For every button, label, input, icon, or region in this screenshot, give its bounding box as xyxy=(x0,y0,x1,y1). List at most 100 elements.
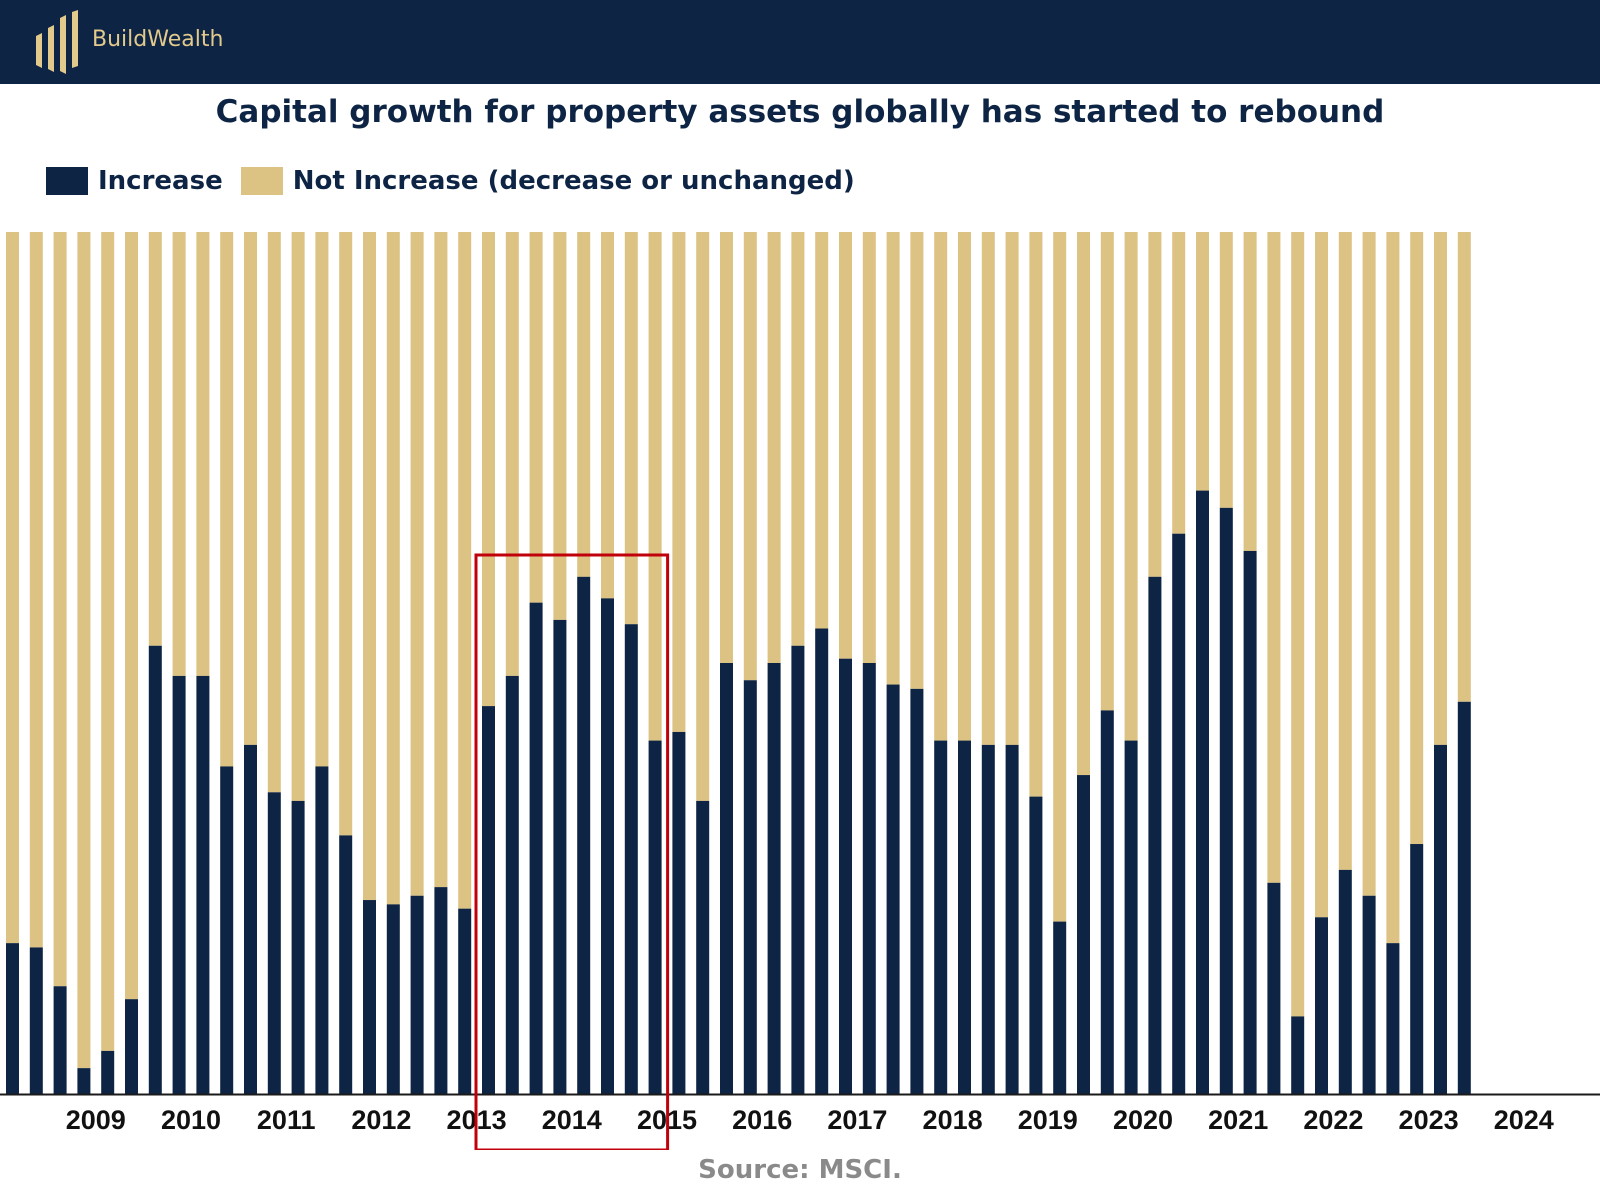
brand-name: BuildWealth xyxy=(92,27,224,52)
bar-not-increase-59 xyxy=(1410,232,1424,845)
bar-increase-1 xyxy=(29,947,43,1094)
x-tick-label-2012: 2012 xyxy=(351,1105,411,1135)
bar-increase-2 xyxy=(53,986,67,1094)
bar-increase-30 xyxy=(720,663,733,1094)
bar-increase-43 xyxy=(1029,796,1043,1094)
bar-not-increase-0 xyxy=(6,232,19,944)
bar-not-increase-41 xyxy=(981,232,995,745)
bar-not-increase-1 xyxy=(29,232,43,948)
bar-not-increase-56 xyxy=(1338,232,1352,870)
bar-increase-36 xyxy=(862,663,876,1094)
bar-not-increase-7 xyxy=(172,232,186,676)
bar-increase-37 xyxy=(886,684,900,1094)
legend-swatch-not-increase xyxy=(240,167,283,195)
bar-not-increase-43 xyxy=(1029,232,1043,797)
bar-not-increase-3 xyxy=(77,232,91,1069)
bar-not-increase-9 xyxy=(220,232,234,767)
bar-increase-13 xyxy=(315,766,329,1094)
bar-increase-26 xyxy=(624,624,638,1094)
bar-increase-9 xyxy=(220,766,234,1094)
bar-not-increase-34 xyxy=(815,232,829,629)
legend-label-increase: Increase xyxy=(98,166,223,196)
bar-increase-47 xyxy=(1124,740,1138,1094)
bar-increase-22 xyxy=(529,602,543,1094)
x-tick-label-2023: 2023 xyxy=(1399,1105,1459,1135)
bar-not-increase-39 xyxy=(934,232,948,741)
x-tick-label-2010: 2010 xyxy=(161,1105,221,1135)
bar-not-increase-50 xyxy=(1196,232,1209,491)
bar-increase-15 xyxy=(363,900,376,1094)
bar-increase-50 xyxy=(1196,490,1209,1095)
bar-not-increase-17 xyxy=(410,232,424,896)
bar-increase-29 xyxy=(696,800,710,1094)
bar-increase-19 xyxy=(458,908,472,1094)
bar-not-increase-49 xyxy=(1172,232,1186,534)
bar-increase-35 xyxy=(839,658,852,1094)
bar-not-increase-31 xyxy=(743,232,757,681)
bar-not-increase-42 xyxy=(1005,232,1019,745)
bar-not-increase-54 xyxy=(1291,232,1305,1017)
x-tick-label-2016: 2016 xyxy=(732,1105,792,1135)
bar-not-increase-40 xyxy=(958,232,971,741)
bar-not-increase-26 xyxy=(624,232,638,625)
bar-increase-59 xyxy=(1410,844,1424,1094)
bar-not-increase-13 xyxy=(315,232,329,767)
bar-increase-0 xyxy=(6,943,19,1094)
bar-increase-20 xyxy=(482,706,495,1094)
bar-not-increase-19 xyxy=(458,232,472,909)
x-tick-label-2018: 2018 xyxy=(923,1105,983,1135)
bar-increase-60 xyxy=(1434,744,1447,1094)
bar-increase-27 xyxy=(648,740,662,1094)
bar-not-increase-58 xyxy=(1386,232,1400,944)
bar-not-increase-21 xyxy=(505,232,519,676)
bar-increase-6 xyxy=(148,645,162,1094)
bar-increase-48 xyxy=(1148,576,1162,1094)
bar-not-increase-32 xyxy=(767,232,781,663)
bar-increase-17 xyxy=(410,895,424,1094)
legend-item-not-increase: Not Increase (decrease or unchanged) xyxy=(240,166,855,196)
bar-not-increase-11 xyxy=(267,232,281,793)
bar-not-increase-18 xyxy=(434,232,448,888)
bar-increase-25 xyxy=(601,598,614,1094)
chart-title: Capital growth for property assets globa… xyxy=(215,94,1385,130)
bar-not-increase-60 xyxy=(1434,232,1447,745)
bar-increase-18 xyxy=(434,887,448,1094)
bar-increase-24 xyxy=(577,576,591,1094)
bar-not-increase-20 xyxy=(482,232,495,707)
bar-increase-46 xyxy=(1100,710,1114,1094)
bar-increase-39 xyxy=(934,740,948,1094)
x-tick-label-2021: 2021 xyxy=(1208,1105,1268,1135)
bar-not-increase-14 xyxy=(339,232,353,836)
bar-not-increase-28 xyxy=(672,232,686,732)
bar-increase-44 xyxy=(1053,921,1067,1094)
bar-increase-4 xyxy=(101,1050,115,1094)
bar-increase-58 xyxy=(1386,943,1400,1094)
bar-not-increase-46 xyxy=(1100,232,1114,711)
bar-increase-31 xyxy=(743,680,757,1094)
bar-increase-34 xyxy=(815,628,829,1094)
header-bar: BuildWealth xyxy=(0,0,1600,84)
bar-not-increase-25 xyxy=(601,232,614,599)
bar-not-increase-36 xyxy=(862,232,876,663)
bar-not-increase-38 xyxy=(910,232,924,689)
bar-increase-52 xyxy=(1243,550,1257,1094)
bar-not-increase-5 xyxy=(125,232,138,1000)
bar-increase-57 xyxy=(1362,895,1376,1094)
bar-not-increase-44 xyxy=(1053,232,1067,922)
x-tick-label-2011: 2011 xyxy=(257,1105,316,1135)
bar-increase-12 xyxy=(291,800,305,1094)
chart-legend: Increase Not Increase (decrease or uncha… xyxy=(46,165,873,197)
bar-increase-51 xyxy=(1219,507,1233,1095)
bar-not-increase-24 xyxy=(577,232,591,577)
bar-increase-41 xyxy=(981,744,995,1094)
bar-not-increase-30 xyxy=(720,232,733,663)
bar-increase-11 xyxy=(267,792,281,1094)
bar-not-increase-4 xyxy=(101,232,115,1051)
buildwealth-logo-icon xyxy=(36,10,78,74)
x-tick-label-2017: 2017 xyxy=(827,1105,887,1135)
bar-increase-49 xyxy=(1172,533,1186,1094)
bar-not-increase-47 xyxy=(1124,232,1138,741)
bar-increase-45 xyxy=(1077,775,1090,1094)
bar-increase-42 xyxy=(1005,744,1019,1094)
x-tick-label-2019: 2019 xyxy=(1018,1105,1078,1135)
